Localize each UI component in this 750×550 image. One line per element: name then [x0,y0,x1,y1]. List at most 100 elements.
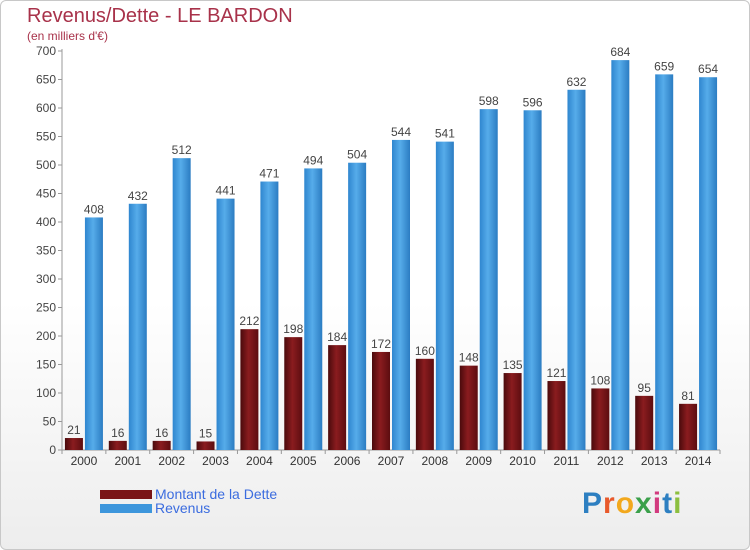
logo-letter: r [603,487,616,520]
bar-dette [547,381,566,450]
data-label-revenus: 512 [172,143,192,157]
logo-letter: x [635,487,653,520]
bar-revenus [611,60,630,451]
x-tick-label: 2013 [641,454,668,468]
legend-label-revenus: Revenus [155,500,211,516]
data-label-dette: 21 [67,423,81,437]
x-tick-label: 2005 [290,454,317,468]
x-tick-label: 2003 [202,454,229,468]
x-tick-label: 2007 [378,454,405,468]
data-label-dette: 212 [239,314,259,328]
bar-dette [635,395,654,450]
data-label-revenus: 598 [479,94,499,108]
y-tick-label: 350 [36,244,56,258]
y-tick-label: 100 [36,386,56,400]
y-tick-label: 450 [36,187,56,201]
y-tick-label: 0 [49,443,56,457]
bar-revenus [699,77,718,450]
bar-revenus [216,198,235,450]
bar-dette [196,441,215,450]
data-label-revenus: 408 [84,202,104,216]
data-label-revenus: 504 [347,148,367,162]
logo-letter: t [662,487,674,520]
bar-revenus [172,158,191,450]
data-label-revenus: 596 [523,95,543,109]
x-tick-label: 2006 [334,454,361,468]
y-tick-label: 550 [36,130,56,144]
y-tick-label: 400 [36,215,56,229]
y-tick-label: 300 [36,272,56,286]
bar-revenus [392,139,410,451]
data-label-dette: 172 [371,337,391,351]
bar-revenus [260,181,279,450]
data-label-revenus: 632 [566,75,586,89]
bar-revenus [304,168,323,451]
bar-dette [108,440,127,450]
bar-dette [152,440,171,450]
bar-dette [328,345,347,450]
bar-revenus [567,89,586,450]
bar-dette [459,365,478,450]
logo-letter: P [582,487,604,520]
data-label-revenus: 544 [391,125,411,139]
y-tick-label: 600 [36,101,56,115]
bar-dette [284,337,303,450]
bar-revenus [348,162,367,450]
bar-revenus [84,217,103,450]
x-tick-label: 2012 [597,454,624,468]
data-label-revenus: 432 [128,189,148,203]
data-label-dette: 108 [590,373,610,387]
data-label-dette: 135 [503,358,523,372]
data-label-dette: 81 [681,389,695,403]
bar-dette [372,351,390,450]
data-label-dette: 95 [638,381,652,395]
data-label-revenus: 494 [303,153,323,167]
logo-letter: i [652,487,663,520]
legend-swatch-revenus [100,504,152,513]
bar-dette [64,438,83,450]
data-label-dette: 160 [415,344,435,358]
x-tick-label: 2004 [246,454,273,468]
bar-dette [415,358,434,450]
data-label-dette: 16 [111,426,125,440]
y-tick-label: 200 [36,329,56,343]
data-label-revenus: 471 [259,167,279,181]
data-label-dette: 121 [546,366,566,380]
data-label-dette: 198 [283,322,303,336]
legend-swatch-dette [100,490,152,499]
y-tick-label: 250 [36,301,56,315]
logo-letter: i [673,487,683,520]
x-tick-label: 2011 [554,454,580,468]
y-tick-label: 500 [36,158,56,172]
x-tick-label: 2000 [71,454,98,468]
y-tick-label: 700 [36,44,56,58]
logo-letter: o [615,487,636,520]
data-label-dette: 16 [155,426,169,440]
bar-revenus [523,110,542,450]
bar-revenus [435,141,454,450]
data-label-revenus: 654 [698,62,718,76]
x-tick-label: 2014 [685,454,712,468]
data-label-revenus: 441 [216,184,236,198]
bar-dette [591,388,610,450]
data-label-dette: 148 [459,351,479,365]
bar-dette [240,329,259,450]
y-tick-label: 650 [36,73,56,87]
legend-label-dette: Montant de la Dette [155,486,278,502]
proxiti-logo: Proxiti [582,487,682,521]
bar-dette [503,373,522,450]
chart-subtitle: (en milliers d'€) [27,29,108,43]
x-tick-label: 2001 [114,454,141,468]
bar-dette [679,403,698,450]
bar-revenus [655,74,674,451]
x-tick-label: 2008 [422,454,449,468]
y-tick-label: 50 [43,415,57,429]
data-label-revenus: 659 [654,59,674,73]
data-label-dette: 15 [199,426,213,440]
x-tick-label: 2010 [509,454,536,468]
x-tick-label: 2002 [158,454,185,468]
y-tick-label: 150 [36,358,56,372]
bar-revenus [128,203,147,450]
data-label-revenus: 541 [435,127,455,141]
